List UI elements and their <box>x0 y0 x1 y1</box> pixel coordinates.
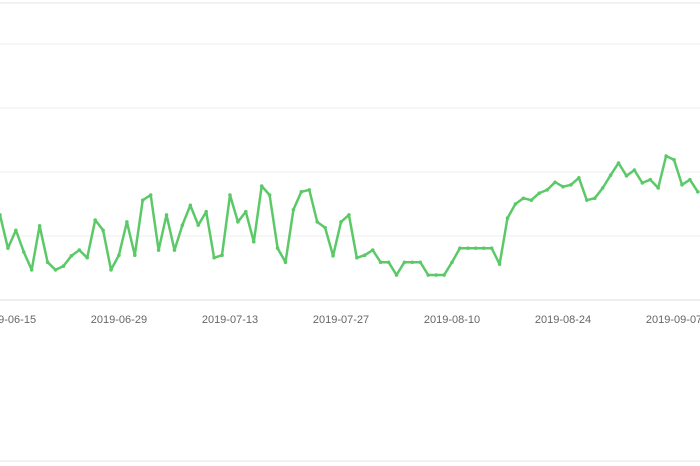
point <box>450 260 454 265</box>
point <box>577 175 581 180</box>
point <box>505 216 510 220</box>
point <box>561 184 565 189</box>
point <box>648 177 653 182</box>
point <box>592 196 597 201</box>
point <box>85 255 90 260</box>
point <box>474 246 478 250</box>
point <box>378 260 383 265</box>
point <box>45 260 50 265</box>
point <box>442 273 446 277</box>
point <box>61 264 66 268</box>
point <box>600 186 605 190</box>
point <box>489 246 494 250</box>
point <box>228 193 232 197</box>
point <box>355 255 359 260</box>
point <box>69 254 74 258</box>
point <box>140 198 145 202</box>
point <box>640 181 645 185</box>
x-tick-label: 2019-07-13 <box>202 314 258 326</box>
point <box>244 209 248 214</box>
point <box>664 154 668 158</box>
point <box>0 213 2 217</box>
point <box>267 193 272 197</box>
x-tick-label: 2019-08-10 <box>424 314 480 326</box>
point <box>545 188 549 192</box>
point <box>220 253 224 257</box>
point <box>307 188 312 192</box>
point <box>93 218 97 222</box>
point <box>133 253 137 257</box>
point <box>29 268 34 272</box>
point <box>315 220 320 224</box>
x-tick-label: 2019-07-27 <box>313 314 369 326</box>
point <box>394 273 399 277</box>
point <box>569 183 573 187</box>
point <box>632 168 637 172</box>
point <box>299 190 304 194</box>
x-tick-label: 2019-06-15 <box>0 314 36 326</box>
point <box>529 198 534 202</box>
point <box>259 184 264 188</box>
point <box>125 220 129 224</box>
point <box>212 255 216 260</box>
point <box>53 268 58 272</box>
point <box>656 186 660 190</box>
point <box>196 223 201 227</box>
point <box>323 225 327 230</box>
point <box>156 248 161 252</box>
x-tick-label: 2019-09-07 <box>646 314 700 326</box>
point <box>466 246 470 250</box>
point <box>172 248 177 252</box>
point <box>331 254 335 258</box>
point <box>672 158 676 162</box>
point <box>275 246 280 250</box>
point <box>188 203 193 208</box>
point <box>497 262 502 266</box>
point <box>426 273 431 277</box>
point <box>553 180 557 185</box>
x-tick-label: 2019-08-24 <box>535 314 591 326</box>
point <box>148 193 153 197</box>
point <box>585 198 589 202</box>
point <box>513 202 518 206</box>
point <box>624 174 629 178</box>
point <box>236 220 240 224</box>
point <box>37 223 42 228</box>
point <box>283 260 288 265</box>
point <box>386 260 391 265</box>
point <box>362 253 367 257</box>
point <box>370 248 375 252</box>
point <box>434 273 438 277</box>
point <box>458 246 462 250</box>
point <box>481 246 486 250</box>
point <box>251 239 256 244</box>
point <box>608 173 613 177</box>
point <box>680 183 684 187</box>
point <box>164 213 169 217</box>
point <box>101 228 105 233</box>
point <box>77 248 82 252</box>
point <box>418 260 423 265</box>
point <box>117 253 121 257</box>
point <box>688 177 692 182</box>
point <box>347 213 351 217</box>
point <box>21 250 26 254</box>
point <box>537 191 542 195</box>
point <box>291 207 296 212</box>
point <box>521 196 526 201</box>
point <box>204 209 208 214</box>
point <box>109 268 113 272</box>
point <box>180 223 185 227</box>
point <box>616 161 621 165</box>
point <box>696 190 700 194</box>
point <box>402 260 407 265</box>
point <box>410 260 415 265</box>
point <box>339 220 343 224</box>
point <box>14 228 18 233</box>
point <box>6 246 10 250</box>
x-tick-label: 2019-06-29 <box>91 314 147 326</box>
